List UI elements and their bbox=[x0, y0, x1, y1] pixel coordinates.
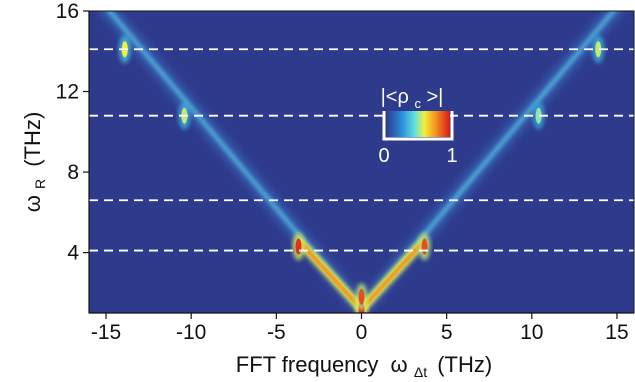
hotspot bbox=[595, 41, 602, 58]
colorbar-min-label: 0 bbox=[378, 145, 389, 167]
x-axis-label-subscript: Δt bbox=[414, 364, 427, 380]
x-axis-label-symbol: ω bbox=[391, 352, 408, 377]
x-axis-label: FFT frequency ω Δt (THz) bbox=[236, 352, 492, 382]
x-tick-label: 15 bbox=[605, 321, 628, 344]
y-axis-label-subscript: R bbox=[32, 179, 48, 189]
colorbar-max-label: 1 bbox=[446, 145, 457, 167]
colorbar-gradient bbox=[386, 111, 450, 137]
colorbar-frame bbox=[382, 111, 454, 141]
v-branch-core-line bbox=[297, 239, 363, 311]
y-axis-label-symbol: ω bbox=[20, 195, 45, 212]
colorbar-label: |<ρ c >| bbox=[381, 86, 444, 113]
x-axis-label-unit: (THz) bbox=[437, 352, 492, 377]
hotspot bbox=[421, 238, 428, 255]
y-axis-label: ω R (THz) bbox=[20, 112, 50, 213]
x-tick-label: -15 bbox=[91, 321, 121, 344]
dashed-lines bbox=[89, 48, 634, 252]
y-tick-label: 12 bbox=[56, 81, 79, 104]
hotspot bbox=[535, 107, 542, 124]
y-tick-label: 16 bbox=[56, 0, 79, 23]
x-axis: -15 -10 -5 0 5 10 15 bbox=[89, 312, 634, 344]
hotspot bbox=[358, 288, 365, 305]
x-tick-label: -10 bbox=[176, 321, 206, 344]
heat-layer bbox=[98, 11, 625, 313]
y-axis: 4 8 12 16 bbox=[56, 0, 90, 313]
v-branch-core-line bbox=[360, 239, 426, 311]
colorbar-label-end: >| bbox=[427, 86, 444, 108]
y-tick-label: 8 bbox=[67, 161, 79, 184]
colorbar-label-subscript: c bbox=[414, 96, 421, 111]
colorbar: |<ρ c >| 0 1 bbox=[378, 86, 457, 167]
plot-area bbox=[88, 10, 635, 314]
x-tick-label: 10 bbox=[520, 321, 543, 344]
colorbar-label-text: |<ρ bbox=[381, 86, 409, 108]
y-axis-label-unit: (THz) bbox=[20, 112, 45, 167]
x-tick-label: -5 bbox=[267, 321, 286, 344]
x-tick-label: 0 bbox=[356, 321, 368, 344]
y-tick-label: 4 bbox=[67, 242, 79, 265]
x-axis-label-text: FFT frequency bbox=[236, 352, 379, 377]
hotspot bbox=[295, 238, 302, 255]
x-tick-label: 5 bbox=[441, 321, 453, 344]
